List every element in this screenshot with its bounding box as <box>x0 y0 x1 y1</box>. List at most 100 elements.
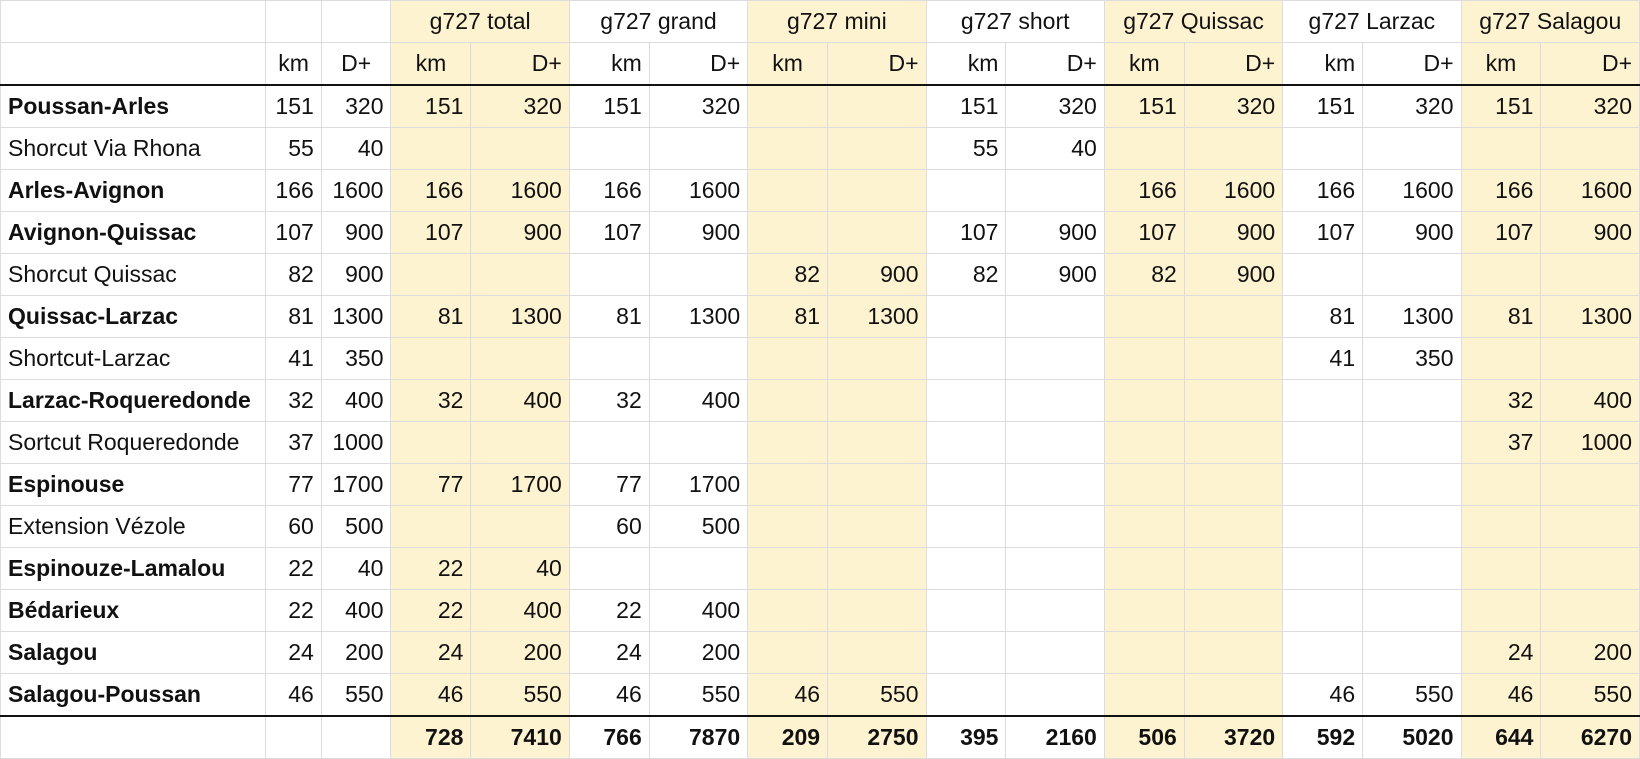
km-cell[interactable] <box>747 211 829 254</box>
km-cell[interactable]: 82 <box>1103 253 1185 296</box>
dplus-cell[interactable]: 900 <box>1362 211 1462 254</box>
base-km-cell[interactable]: 41 <box>265 337 322 380</box>
dplus-cell[interactable] <box>1362 505 1462 548</box>
dplus-header[interactable]: D+ <box>827 42 927 86</box>
dplus-cell[interactable]: 400 <box>648 379 749 422</box>
km-cell[interactable] <box>925 463 1007 506</box>
base-km-cell[interactable]: 60 <box>265 505 322 548</box>
km-cell[interactable] <box>1103 295 1185 338</box>
dplus-cell[interactable]: 400 <box>648 589 749 632</box>
dplus-cell[interactable]: 200 <box>470 631 570 674</box>
dplus-cell[interactable] <box>827 589 927 632</box>
dplus-cell[interactable] <box>1005 631 1105 674</box>
dplus-cell[interactable] <box>1183 295 1284 338</box>
dplus-cell[interactable] <box>1183 337 1284 380</box>
km-cell[interactable]: 32 <box>390 379 472 422</box>
km-cell[interactable]: 151 <box>1460 84 1542 128</box>
dplus-cell[interactable]: 1600 <box>1183 169 1284 212</box>
dplus-cell[interactable] <box>648 337 749 380</box>
dplus-cell[interactable] <box>1183 127 1284 170</box>
base-km-cell[interactable]: 32 <box>265 379 322 422</box>
km-cell[interactable]: 60 <box>568 505 650 548</box>
dplus-cell[interactable] <box>470 337 570 380</box>
km-cell[interactable]: 32 <box>1460 379 1542 422</box>
total-dplus-cell[interactable]: 2160 <box>1005 715 1105 759</box>
km-cell[interactable] <box>1103 547 1185 590</box>
base-dplus-cell[interactable]: 200 <box>320 631 392 674</box>
km-cell[interactable]: 81 <box>568 295 650 338</box>
base-dplus-cell[interactable]: 40 <box>320 547 392 590</box>
km-cell[interactable]: 41 <box>1282 337 1364 380</box>
km-cell[interactable]: 81 <box>1282 295 1364 338</box>
dplus-cell[interactable]: 320 <box>470 84 570 128</box>
group-header-total[interactable]: g727 total <box>390 0 570 43</box>
total-km-cell[interactable]: 209 <box>747 715 829 759</box>
dplus-cell[interactable]: 1300 <box>827 295 927 338</box>
km-cell[interactable]: 107 <box>1282 211 1364 254</box>
km-cell[interactable]: 82 <box>747 253 829 296</box>
km-cell[interactable]: 81 <box>747 295 829 338</box>
km-cell[interactable] <box>925 673 1007 717</box>
dplus-cell[interactable] <box>470 505 570 548</box>
total-km-cell[interactable]: 728 <box>390 715 472 759</box>
dplus-cell[interactable] <box>1005 673 1105 717</box>
km-cell[interactable] <box>747 505 829 548</box>
dplus-header[interactable]: D+ <box>1005 42 1105 86</box>
km-cell[interactable] <box>390 337 472 380</box>
km-cell[interactable] <box>747 421 829 464</box>
dplus-cell[interactable]: 200 <box>1540 631 1640 674</box>
dplus-cell[interactable] <box>827 505 927 548</box>
km-cell[interactable] <box>568 421 650 464</box>
dplus-cell[interactable] <box>1362 127 1462 170</box>
km-cell[interactable] <box>1460 589 1542 632</box>
base-dplus-cell[interactable]: 400 <box>320 589 392 632</box>
km-cell[interactable] <box>925 547 1007 590</box>
base-dplus-cell[interactable]: 400 <box>320 379 392 422</box>
km-header[interactable]: km <box>1460 42 1542 86</box>
km-cell[interactable] <box>1282 631 1364 674</box>
km-cell[interactable] <box>925 337 1007 380</box>
km-cell[interactable]: 32 <box>568 379 650 422</box>
dplus-header[interactable]: D+ <box>648 42 749 86</box>
header-empty-cell[interactable] <box>265 0 322 43</box>
km-cell[interactable]: 151 <box>390 84 472 128</box>
km-cell[interactable] <box>390 127 472 170</box>
segment-name-cell[interactable]: Shorcut Quissac <box>0 253 267 296</box>
km-cell[interactable] <box>747 84 829 128</box>
total-km-cell[interactable]: 506 <box>1103 715 1185 759</box>
km-cell[interactable] <box>1282 253 1364 296</box>
total-dplus-cell[interactable]: 5020 <box>1362 715 1462 759</box>
total-km-cell[interactable]: 644 <box>1460 715 1542 759</box>
km-cell[interactable] <box>747 379 829 422</box>
dplus-cell[interactable]: 900 <box>1183 211 1284 254</box>
dplus-cell[interactable] <box>827 463 927 506</box>
dplus-cell[interactable] <box>1005 589 1105 632</box>
dplus-cell[interactable] <box>1005 169 1105 212</box>
dplus-cell[interactable] <box>1540 127 1640 170</box>
dplus-cell[interactable] <box>1183 379 1284 422</box>
total-dplus-cell[interactable]: 2750 <box>827 715 927 759</box>
km-cell[interactable]: 77 <box>390 463 472 506</box>
km-cell[interactable]: 46 <box>390 673 472 717</box>
base-dplus-cell[interactable]: 1600 <box>320 169 392 212</box>
km-cell[interactable] <box>390 421 472 464</box>
km-cell[interactable]: 107 <box>1103 211 1185 254</box>
base-km-cell[interactable]: 24 <box>265 631 322 674</box>
dplus-cell[interactable]: 1300 <box>1540 295 1640 338</box>
dplus-cell[interactable]: 400 <box>1540 379 1640 422</box>
base-km-cell[interactable]: 77 <box>265 463 322 506</box>
segment-name-cell[interactable]: Sortcut Roqueredonde <box>0 421 267 464</box>
dplus-cell[interactable]: 500 <box>648 505 749 548</box>
dplus-cell[interactable] <box>827 421 927 464</box>
total-dplus-cell[interactable]: 7410 <box>470 715 570 759</box>
dplus-cell[interactable]: 320 <box>1005 84 1105 128</box>
km-cell[interactable] <box>925 505 1007 548</box>
km-cell[interactable] <box>1460 253 1542 296</box>
km-cell[interactable]: 151 <box>1103 84 1185 128</box>
km-cell[interactable] <box>1103 463 1185 506</box>
dplus-cell[interactable]: 320 <box>1362 84 1462 128</box>
dplus-cell[interactable]: 1700 <box>648 463 749 506</box>
dplus-cell[interactable] <box>1183 547 1284 590</box>
dplus-cell[interactable]: 40 <box>470 547 570 590</box>
dplus-cell[interactable] <box>827 631 927 674</box>
